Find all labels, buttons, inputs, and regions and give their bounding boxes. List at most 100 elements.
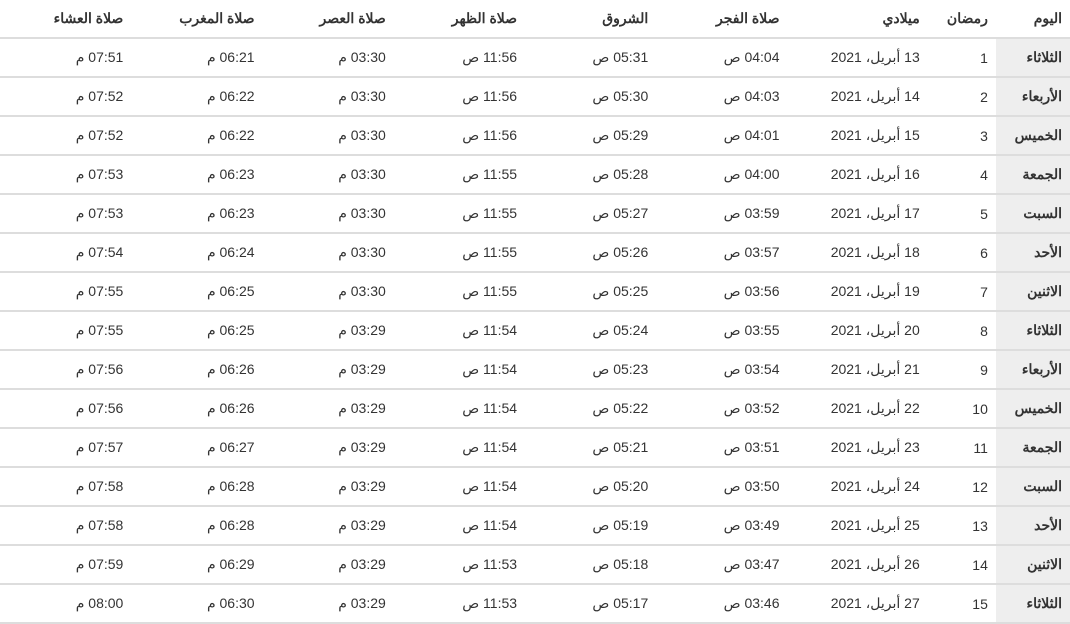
header-isha: صلاة العشاء bbox=[0, 0, 131, 38]
cell-sunrise: 05:24 ص bbox=[525, 311, 656, 350]
cell-dhuhr: 11:56 ص bbox=[394, 77, 525, 116]
table-row: الأحد1325 أبريل، 202103:49 ص05:19 ص11:54… bbox=[0, 506, 1070, 545]
cell-isha: 07:56 م bbox=[0, 350, 131, 389]
cell-isha: 07:59 م bbox=[0, 545, 131, 584]
cell-fajr: 03:57 ص bbox=[656, 233, 787, 272]
cell-asr: 03:29 م bbox=[263, 311, 394, 350]
cell-isha: 07:53 م bbox=[0, 155, 131, 194]
cell-maghrib: 06:23 م bbox=[131, 194, 262, 233]
cell-ramadan: 2 bbox=[928, 77, 996, 116]
table-row: الجمعة416 أبريل، 202104:00 ص05:28 ص11:55… bbox=[0, 155, 1070, 194]
table-row: الأحد618 أبريل، 202103:57 ص05:26 ص11:55 … bbox=[0, 233, 1070, 272]
header-gregorian: ميلادي bbox=[788, 0, 928, 38]
cell-dhuhr: 11:54 ص bbox=[394, 506, 525, 545]
header-row: اليومرمضانميلاديصلاة الفجرالشروقصلاة الظ… bbox=[0, 0, 1070, 38]
cell-asr: 03:29 م bbox=[263, 506, 394, 545]
header-sunrise: الشروق bbox=[525, 0, 656, 38]
cell-dhuhr: 11:54 ص bbox=[394, 311, 525, 350]
cell-maghrib: 06:21 م bbox=[131, 38, 262, 77]
cell-isha: 07:52 م bbox=[0, 116, 131, 155]
cell-maghrib: 06:27 م bbox=[131, 428, 262, 467]
cell-ramadan: 3 bbox=[928, 116, 996, 155]
cell-fajr: 04:00 ص bbox=[656, 155, 787, 194]
cell-fajr: 03:51 ص bbox=[656, 428, 787, 467]
cell-dhuhr: 11:56 ص bbox=[394, 116, 525, 155]
cell-isha: 07:54 م bbox=[0, 233, 131, 272]
cell-sunrise: 05:27 ص bbox=[525, 194, 656, 233]
cell-sunrise: 05:20 ص bbox=[525, 467, 656, 506]
cell-asr: 03:30 م bbox=[263, 155, 394, 194]
cell-gregorian: 19 أبريل، 2021 bbox=[788, 272, 928, 311]
cell-asr: 03:30 م bbox=[263, 38, 394, 77]
cell-day: الأربعاء bbox=[996, 77, 1070, 116]
cell-sunrise: 05:29 ص bbox=[525, 116, 656, 155]
cell-asr: 03:29 م bbox=[263, 467, 394, 506]
cell-isha: 07:51 م bbox=[0, 38, 131, 77]
cell-sunrise: 05:25 ص bbox=[525, 272, 656, 311]
cell-fajr: 03:52 ص bbox=[656, 389, 787, 428]
cell-day: الأحد bbox=[996, 233, 1070, 272]
cell-ramadan: 15 bbox=[928, 584, 996, 623]
cell-gregorian: 18 أبريل، 2021 bbox=[788, 233, 928, 272]
cell-sunrise: 05:19 ص bbox=[525, 506, 656, 545]
cell-day: الثلاثاء bbox=[996, 311, 1070, 350]
cell-asr: 03:29 م bbox=[263, 350, 394, 389]
cell-asr: 03:29 م bbox=[263, 584, 394, 623]
cell-isha: 07:58 م bbox=[0, 467, 131, 506]
cell-gregorian: 14 أبريل، 2021 bbox=[788, 77, 928, 116]
cell-dhuhr: 11:53 ص bbox=[394, 545, 525, 584]
cell-day: الثلاثاء bbox=[996, 584, 1070, 623]
cell-asr: 03:29 م bbox=[263, 389, 394, 428]
cell-gregorian: 16 أبريل، 2021 bbox=[788, 155, 928, 194]
cell-day: الخميس bbox=[996, 116, 1070, 155]
cell-ramadan: 10 bbox=[928, 389, 996, 428]
cell-day: الاثنين bbox=[996, 545, 1070, 584]
cell-day: السبت bbox=[996, 194, 1070, 233]
cell-sunrise: 05:18 ص bbox=[525, 545, 656, 584]
cell-day: الاثنين bbox=[996, 272, 1070, 311]
cell-maghrib: 06:23 م bbox=[131, 155, 262, 194]
cell-ramadan: 12 bbox=[928, 467, 996, 506]
cell-dhuhr: 11:54 ص bbox=[394, 428, 525, 467]
cell-maghrib: 06:26 م bbox=[131, 389, 262, 428]
cell-asr: 03:29 م bbox=[263, 545, 394, 584]
cell-ramadan: 1 bbox=[928, 38, 996, 77]
cell-sunrise: 05:30 ص bbox=[525, 77, 656, 116]
table-body: الثلاثاء113 أبريل، 202104:04 ص05:31 ص11:… bbox=[0, 38, 1070, 623]
cell-fajr: 04:01 ص bbox=[656, 116, 787, 155]
table-row: الخميس315 أبريل، 202104:01 ص05:29 ص11:56… bbox=[0, 116, 1070, 155]
cell-fajr: 03:50 ص bbox=[656, 467, 787, 506]
cell-maghrib: 06:25 م bbox=[131, 311, 262, 350]
cell-gregorian: 24 أبريل، 2021 bbox=[788, 467, 928, 506]
cell-fajr: 04:04 ص bbox=[656, 38, 787, 77]
cell-ramadan: 4 bbox=[928, 155, 996, 194]
cell-ramadan: 7 bbox=[928, 272, 996, 311]
cell-dhuhr: 11:55 ص bbox=[394, 272, 525, 311]
cell-ramadan: 5 bbox=[928, 194, 996, 233]
table-row: الثلاثاء820 أبريل، 202103:55 ص05:24 ص11:… bbox=[0, 311, 1070, 350]
cell-asr: 03:30 م bbox=[263, 77, 394, 116]
cell-isha: 07:55 م bbox=[0, 311, 131, 350]
cell-asr: 03:30 م bbox=[263, 272, 394, 311]
cell-fajr: 03:56 ص bbox=[656, 272, 787, 311]
cell-fajr: 03:55 ص bbox=[656, 311, 787, 350]
cell-isha: 07:55 م bbox=[0, 272, 131, 311]
cell-asr: 03:30 م bbox=[263, 194, 394, 233]
table-row: الأربعاء921 أبريل، 202103:54 ص05:23 ص11:… bbox=[0, 350, 1070, 389]
cell-gregorian: 15 أبريل، 2021 bbox=[788, 116, 928, 155]
cell-asr: 03:30 م bbox=[263, 116, 394, 155]
cell-fajr: 03:47 ص bbox=[656, 545, 787, 584]
cell-dhuhr: 11:53 ص bbox=[394, 584, 525, 623]
cell-dhuhr: 11:54 ص bbox=[394, 389, 525, 428]
cell-asr: 03:29 م bbox=[263, 428, 394, 467]
cell-gregorian: 21 أبريل، 2021 bbox=[788, 350, 928, 389]
cell-isha: 07:56 م bbox=[0, 389, 131, 428]
cell-sunrise: 05:21 ص bbox=[525, 428, 656, 467]
cell-ramadan: 14 bbox=[928, 545, 996, 584]
cell-gregorian: 23 أبريل، 2021 bbox=[788, 428, 928, 467]
cell-isha: 07:52 م bbox=[0, 77, 131, 116]
cell-dhuhr: 11:54 ص bbox=[394, 350, 525, 389]
cell-gregorian: 17 أبريل، 2021 bbox=[788, 194, 928, 233]
header-ramadan: رمضان bbox=[928, 0, 996, 38]
cell-gregorian: 20 أبريل، 2021 bbox=[788, 311, 928, 350]
